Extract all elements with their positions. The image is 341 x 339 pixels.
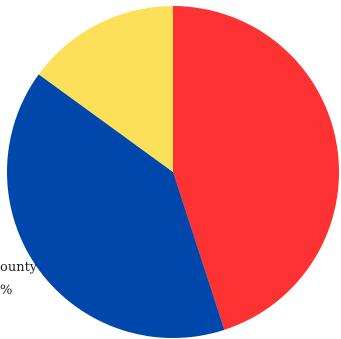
pie-slice-1 (173, 5, 340, 330)
pie-slices (6, 5, 340, 339)
pie-slice-2 (6, 74, 225, 339)
pie-slice-3 (38, 6, 174, 172)
slice-label-line-1: ounty (0, 260, 38, 275)
slice-label-line-2: % (0, 283, 12, 298)
